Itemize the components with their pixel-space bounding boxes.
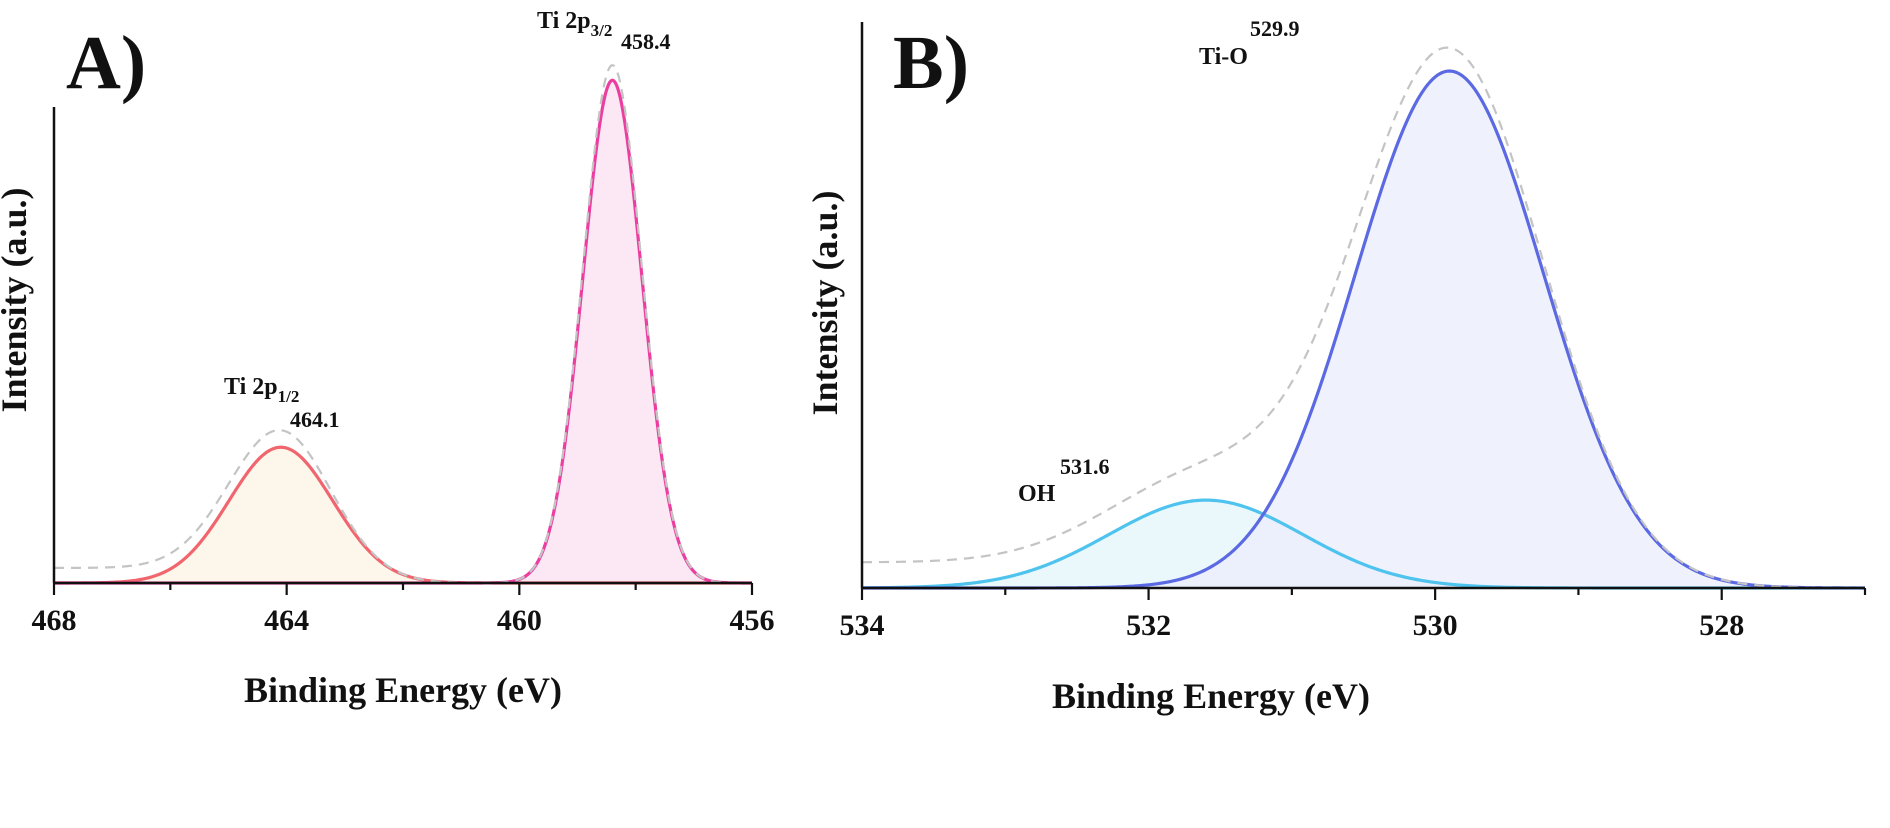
x-tick-label: 534 <box>840 609 885 642</box>
ti-o-label: Ti-O <box>1199 44 1248 70</box>
panel-b-x-axis-title: Binding Energy (eV) <box>1052 676 1370 716</box>
x-tick-label: 460 <box>497 604 542 637</box>
x-tick-label: 530 <box>1413 609 1458 642</box>
ti-2p12-value: 464.1 <box>290 407 340 432</box>
x-tick-label: 532 <box>1126 609 1171 642</box>
ti-2p32-label: Ti 2p3/2 <box>537 8 612 40</box>
oh-fit-area <box>862 500 1865 588</box>
panel-a-fills <box>54 80 752 583</box>
panel-b: 534 532 530 528 B) Binding Energy (eV) Inte… <box>805 16 1867 716</box>
panel-b-y-axis-title: Intensity (a.u.) <box>805 190 845 415</box>
ti-2p32-value: 458.4 <box>621 29 671 54</box>
oh-value: 531.6 <box>1060 454 1110 479</box>
x-tick-label: 528 <box>1699 609 1744 642</box>
panel-a-x-axis-title: Binding Energy (eV) <box>244 670 562 710</box>
panel-a-ticks: 468 464 460 456 <box>32 583 775 637</box>
ti-2p12-label: Ti 2p1/2 <box>224 374 299 406</box>
panel-a-y-axis-title: Intensity (a.u.) <box>0 187 34 412</box>
x-tick-label: 464 <box>264 604 309 637</box>
ti-2p12-fit-area <box>54 447 752 583</box>
ti-2p32-subscript: 3/2 <box>591 21 613 40</box>
ti-o-fit-area <box>862 71 1865 588</box>
panel-a: 468 464 460 456 A) Binding Energy (eV) Inte… <box>0 8 775 710</box>
ti-2p32-name: Ti 2p <box>537 8 591 34</box>
ti-2p12-subscript: 1/2 <box>278 387 300 406</box>
ti-2p12-name: Ti 2p <box>224 374 278 400</box>
x-tick-label: 468 <box>32 604 77 637</box>
ti-2p32-fit-area <box>54 80 752 583</box>
panel-a-label: A) <box>66 21 146 105</box>
panel-b-label: B) <box>893 21 969 105</box>
x-tick-label: 456 <box>730 604 775 637</box>
panel-b-ticks: 534 532 530 528 <box>840 588 1867 642</box>
oh-label: OH <box>1018 481 1056 507</box>
panel-b-fills <box>862 71 1865 588</box>
ti-o-value: 529.9 <box>1250 16 1300 41</box>
envelope-curve <box>861 46 1865 590</box>
envelope-curve <box>54 63 752 585</box>
